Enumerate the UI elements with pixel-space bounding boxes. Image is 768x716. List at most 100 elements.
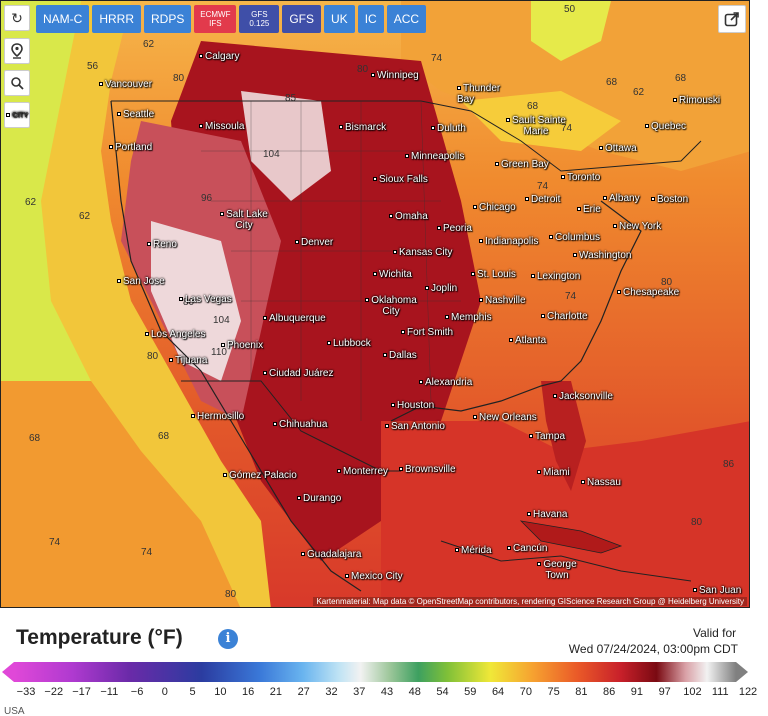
tab-rdps[interactable]: RDPS <box>144 5 192 33</box>
share-button[interactable] <box>718 5 746 33</box>
city-label[interactable]: Lexington <box>531 271 580 282</box>
city-label[interactable]: Atlanta <box>509 335 546 346</box>
city-label[interactable]: Havana <box>527 509 567 520</box>
tab-uk[interactable]: UK <box>324 5 355 33</box>
city-dot-icon <box>117 279 121 284</box>
city-dot-icon <box>431 126 435 131</box>
tab-ic[interactable]: IC <box>357 5 384 33</box>
city-label[interactable]: Jacksonville <box>553 391 613 402</box>
city-label[interactable]: Hermosillo <box>191 411 244 422</box>
city-label[interactable]: Chihuahua <box>273 419 327 430</box>
city-label[interactable]: Mérida <box>455 545 492 556</box>
city-label[interactable]: Ciudad Juárez <box>263 368 333 379</box>
city-label[interactable]: San Juan <box>693 585 741 596</box>
city-label[interactable]: Chesapeake <box>617 287 679 298</box>
temperature-map[interactable]: 62 56 74 68 68 62 50 80 85 80 74 68 104 … <box>0 0 750 608</box>
city-label[interactable]: Brownsville <box>399 464 456 475</box>
location-button[interactable] <box>4 38 30 64</box>
tab-gfs[interactable]: GFS <box>282 5 322 33</box>
city-label[interactable]: Columbus <box>549 232 600 243</box>
legend-title: Temperature (°F) <box>16 626 183 649</box>
city-label[interactable]: Toronto <box>561 172 600 183</box>
color-scale-right-arrow <box>736 662 748 682</box>
city-label[interactable]: Missoula <box>199 121 244 132</box>
city-label[interactable]: Portland <box>109 142 152 153</box>
city-label[interactable]: Lubbock <box>327 338 371 349</box>
refresh-button[interactable]: ↻ <box>4 5 30 31</box>
city-label[interactable]: Guadalajara <box>301 549 361 560</box>
city-label[interactable]: Charlotte <box>541 311 588 322</box>
city-label[interactable]: Houston <box>391 400 434 411</box>
city-label[interactable]: Alexandria <box>419 377 472 388</box>
city-label[interactable]: George Town <box>537 559 577 581</box>
city-label[interactable]: Erie <box>577 204 601 215</box>
city-label[interactable]: Mexico City <box>345 571 403 582</box>
city-label[interactable]: Indianapolis <box>479 236 538 247</box>
city-label[interactable]: Dallas <box>383 350 417 361</box>
city-label[interactable]: San Antonio <box>385 421 445 432</box>
city-dot-icon <box>425 286 429 291</box>
tab-acc[interactable]: ACC <box>386 5 427 33</box>
refresh-icon: ↻ <box>11 9 23 26</box>
city-label[interactable]: Detroit <box>525 194 560 205</box>
city-label[interactable]: Quebec <box>645 121 686 132</box>
city-label[interactable]: St. Louis <box>471 269 516 280</box>
city-label[interactable]: Seattle <box>117 109 154 120</box>
city-label[interactable]: Washington <box>573 250 631 261</box>
city-label[interactable]: Boston <box>651 194 688 205</box>
city-label[interactable]: Los Angeles <box>145 329 206 340</box>
city-label[interactable]: Vancouver <box>99 79 152 90</box>
info-icon[interactable]: i <box>218 629 238 649</box>
city-label[interactable]: Nashville <box>479 295 526 306</box>
city-label[interactable]: Tampa <box>529 431 565 442</box>
city-label[interactable]: Green Bay <box>495 159 549 170</box>
city-label[interactable]: Calgary <box>199 51 239 62</box>
city-label[interactable]: Monterrey <box>337 466 388 477</box>
city-dot-icon <box>297 496 301 501</box>
city-label[interactable]: Oklahoma City <box>363 295 419 317</box>
city-dot-icon <box>401 330 405 335</box>
city-label[interactable]: Duluth <box>431 123 466 134</box>
city-label[interactable]: Sault Sainte Marie <box>501 115 571 137</box>
city-label[interactable]: Cancún <box>507 543 547 554</box>
map-attribution[interactable]: Kartenmaterial: Map data © OpenStreetMap… <box>313 597 747 606</box>
city-label[interactable]: Minneapolis <box>405 151 464 162</box>
city-label[interactable]: Nassau <box>581 477 621 488</box>
city-label[interactable]: Memphis <box>445 312 492 323</box>
city-label[interactable]: Winnipeg <box>371 70 419 81</box>
city-label[interactable]: Thunder Bay <box>457 83 501 105</box>
tab-ecmwf-ifs[interactable]: ECMWF IFS <box>194 5 237 33</box>
city-label[interactable]: Kansas City <box>393 247 452 258</box>
city-toggle-button[interactable]: CITY <box>4 102 30 128</box>
city-label[interactable]: Ottawa <box>599 143 637 154</box>
tab-hrrr[interactable]: HRRR <box>92 5 141 33</box>
city-label[interactable]: Miami <box>537 467 570 478</box>
city-label[interactable]: Rimouski <box>673 95 720 106</box>
city-dot-icon <box>506 118 511 123</box>
tab-gfs-0125[interactable]: GFS 0.125 <box>239 5 280 33</box>
zoom-button[interactable] <box>4 70 30 96</box>
city-label[interactable]: Bismarck <box>339 122 386 133</box>
city-label[interactable]: Gómez Palacio <box>223 470 297 481</box>
city-label[interactable]: Joplin <box>425 283 457 294</box>
city-label[interactable]: Phoenix <box>221 340 263 351</box>
city-label[interactable]: New Orleans <box>473 412 537 423</box>
city-label[interactable]: Reno <box>147 239 177 250</box>
city-label[interactable]: Sioux Falls <box>373 174 428 185</box>
city-label[interactable]: Fort Smith <box>401 327 453 338</box>
city-label[interactable]: Tijuana <box>169 355 207 366</box>
city-label[interactable]: Denver <box>295 237 333 248</box>
city-label[interactable]: San Jose <box>117 276 165 287</box>
city-label[interactable]: Omaha <box>389 211 428 222</box>
city-label[interactable]: New York <box>613 221 661 232</box>
city-label[interactable]: Salt Lake City <box>219 209 269 231</box>
city-label[interactable]: Las Vegas <box>179 294 232 305</box>
city-dot-icon <box>525 197 529 202</box>
city-label[interactable]: Albany <box>603 193 640 204</box>
city-label[interactable]: Chicago <box>473 202 516 213</box>
city-label[interactable]: Durango <box>297 493 341 504</box>
city-label[interactable]: Wichita <box>373 269 412 280</box>
city-label[interactable]: Albuquerque <box>263 313 326 324</box>
city-label[interactable]: Peoria <box>437 223 472 234</box>
tab-nam-c[interactable]: NAM-C <box>36 5 90 33</box>
